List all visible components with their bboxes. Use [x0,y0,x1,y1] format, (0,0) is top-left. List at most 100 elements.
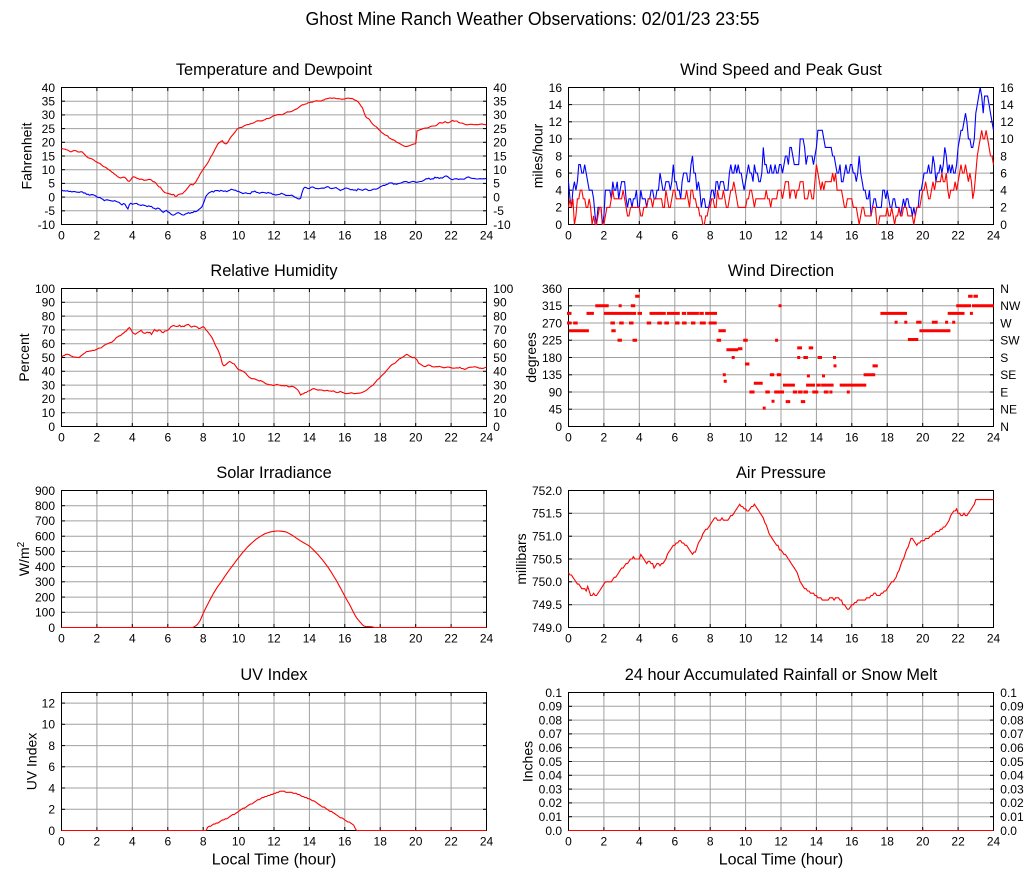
svg-text:0: 0 [58,835,65,849]
svg-text:80: 80 [493,309,507,323]
svg-text:4: 4 [48,781,55,795]
svg-text:0: 0 [48,621,55,635]
svg-text:749.0: 749.0 [532,621,562,635]
svg-text:Wind Direction: Wind Direction [728,262,834,280]
svg-text:10: 10 [42,718,56,732]
svg-text:14: 14 [303,431,317,445]
svg-text:10: 10 [493,406,507,420]
svg-text:4: 4 [636,229,643,243]
svg-text:0.07: 0.07 [1000,727,1024,741]
svg-text:14: 14 [303,835,317,849]
svg-text:-10: -10 [38,218,56,232]
svg-text:12: 12 [774,835,788,849]
svg-text:0.02: 0.02 [1000,796,1024,810]
svg-text:18: 18 [881,229,895,243]
svg-text:10: 10 [549,132,563,146]
svg-text:14: 14 [303,229,317,243]
svg-text:24: 24 [480,229,494,243]
svg-text:10: 10 [1000,132,1014,146]
svg-text:2: 2 [601,632,608,646]
svg-text:22: 22 [444,229,458,243]
svg-text:-5: -5 [493,204,504,218]
svg-text:100: 100 [35,606,55,620]
svg-text:18: 18 [374,632,388,646]
svg-text:16: 16 [338,835,352,849]
svg-text:270: 270 [542,316,562,330]
svg-text:10: 10 [232,431,246,445]
svg-text:16: 16 [549,81,563,95]
svg-text:24: 24 [987,632,1001,646]
svg-text:16: 16 [338,229,352,243]
svg-text:2: 2 [94,229,101,243]
svg-text:300: 300 [35,575,55,589]
svg-text:8: 8 [555,149,562,163]
svg-text:10: 10 [42,163,56,177]
svg-text:4: 4 [636,632,643,646]
svg-text:0.08: 0.08 [539,713,563,727]
svg-text:0: 0 [565,431,572,445]
svg-text:0.03: 0.03 [539,782,563,796]
svg-text:20: 20 [916,835,930,849]
svg-text:6: 6 [555,166,562,180]
svg-text:6: 6 [164,835,171,849]
svg-text:10: 10 [232,229,246,243]
svg-text:-5: -5 [44,204,55,218]
svg-text:50: 50 [42,351,56,365]
svg-text:22: 22 [951,632,965,646]
svg-text:800: 800 [35,499,55,513]
svg-text:0.09: 0.09 [539,700,563,714]
svg-text:Solar Irradiance: Solar Irradiance [216,464,331,482]
svg-text:2: 2 [601,835,608,849]
svg-text:E: E [1000,385,1008,399]
svg-text:UV Index: UV Index [24,733,40,791]
svg-text:8: 8 [1000,149,1007,163]
svg-text:135: 135 [542,368,562,382]
svg-text:Local Time (hour): Local Time (hour) [212,851,337,868]
svg-text:10: 10 [232,835,246,849]
svg-text:30: 30 [42,378,56,392]
svg-text:60: 60 [493,337,507,351]
svg-text:miles/hour: miles/hour [530,123,546,188]
svg-text:2: 2 [601,229,608,243]
svg-text:16: 16 [338,431,352,445]
svg-text:751.0: 751.0 [532,530,562,544]
svg-text:0: 0 [48,824,55,838]
svg-text:0: 0 [58,632,65,646]
svg-text:20: 20 [916,431,930,445]
svg-text:NW: NW [1000,299,1021,313]
svg-text:8: 8 [200,632,207,646]
svg-text:45: 45 [549,403,563,417]
svg-text:Air Pressure: Air Pressure [736,464,826,482]
svg-text:18: 18 [881,835,895,849]
svg-text:70: 70 [42,323,56,337]
svg-text:750.5: 750.5 [532,552,562,566]
svg-text:24 hour Accumulated Rainfall o: 24 hour Accumulated Rainfall or Snow Mel… [625,666,938,684]
svg-text:0.01: 0.01 [539,810,563,824]
svg-text:0: 0 [493,190,500,204]
svg-text:Wind Speed and Peak Gust: Wind Speed and Peak Gust [680,61,882,79]
svg-text:70: 70 [493,323,507,337]
svg-text:2: 2 [94,632,101,646]
svg-text:22: 22 [444,431,458,445]
svg-text:0.0: 0.0 [1000,824,1017,838]
svg-text:0.04: 0.04 [539,769,563,783]
svg-text:10: 10 [493,163,507,177]
svg-text:22: 22 [444,835,458,849]
svg-text:24: 24 [987,229,1001,243]
svg-text:W/m2: W/m2 [16,541,32,576]
svg-text:20: 20 [916,632,930,646]
svg-text:Inches: Inches [520,741,536,782]
svg-text:20: 20 [42,136,56,150]
svg-text:100: 100 [35,282,55,296]
svg-text:40: 40 [493,365,507,379]
svg-text:0: 0 [555,218,562,232]
svg-text:90: 90 [549,385,563,399]
svg-text:10: 10 [42,406,56,420]
svg-text:749.5: 749.5 [532,598,562,612]
svg-text:15: 15 [493,149,507,163]
svg-text:12: 12 [774,229,788,243]
svg-text:10: 10 [739,632,753,646]
svg-text:2: 2 [48,803,55,817]
svg-text:18: 18 [374,229,388,243]
svg-text:6: 6 [671,229,678,243]
